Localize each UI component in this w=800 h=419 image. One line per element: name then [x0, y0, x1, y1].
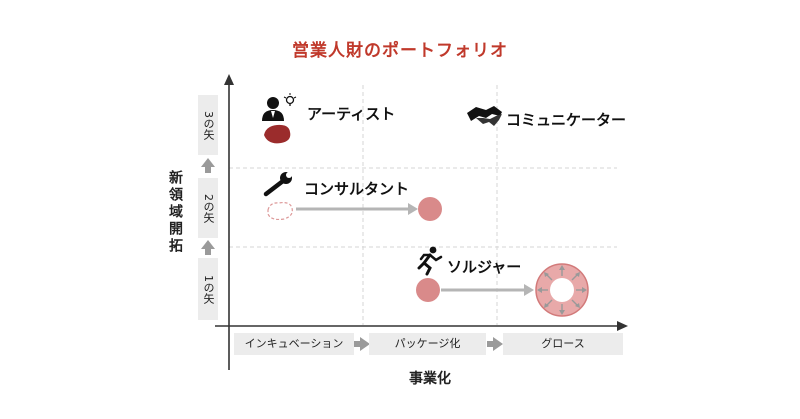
level-box-1: 1の矢	[198, 258, 218, 320]
role-label-soldier: ソルジャー	[447, 258, 522, 276]
artist-blob	[264, 124, 291, 144]
stage-arrow-1	[354, 337, 370, 351]
running-person-icon	[417, 246, 443, 276]
role-label-artist: アーティスト	[307, 105, 396, 123]
handshake-icon	[467, 106, 502, 126]
soldier-arrowhead	[524, 284, 534, 296]
x-axis-label: 事業化	[409, 371, 451, 387]
wrench-icon	[263, 172, 292, 197]
role-label-consultant: コンサルタント	[304, 180, 410, 198]
stage-box-growth: グロース	[503, 333, 623, 355]
expanding-ring-icon	[535, 263, 589, 317]
grid-lines	[229, 85, 617, 325]
level-box-2: 2の矢	[198, 178, 218, 238]
y-axis-arrowhead	[224, 74, 234, 85]
level-box-3: 3の矢	[198, 95, 218, 155]
consultant-arrowhead	[408, 203, 418, 215]
consultant-circle	[418, 197, 442, 221]
stage-box-package: パッケージ化	[369, 333, 486, 355]
consultant-dashed-blob	[267, 201, 293, 221]
stage-box-incubation: インキュベーション	[234, 333, 354, 355]
stage-arrow-2	[487, 337, 503, 351]
level-up-arrow-2	[201, 158, 215, 173]
y-axis-label: 新領域開拓	[167, 170, 183, 255]
x-axis-arrowhead	[617, 321, 628, 331]
soldier-circle	[416, 278, 440, 302]
person-lightbulb-icon	[262, 93, 297, 121]
role-label-communicator: コミュニケーター	[506, 111, 627, 129]
diagram-title: 営業人財のポートフォリオ	[292, 41, 508, 61]
axes	[215, 80, 622, 370]
level-up-arrow-1	[201, 240, 215, 255]
